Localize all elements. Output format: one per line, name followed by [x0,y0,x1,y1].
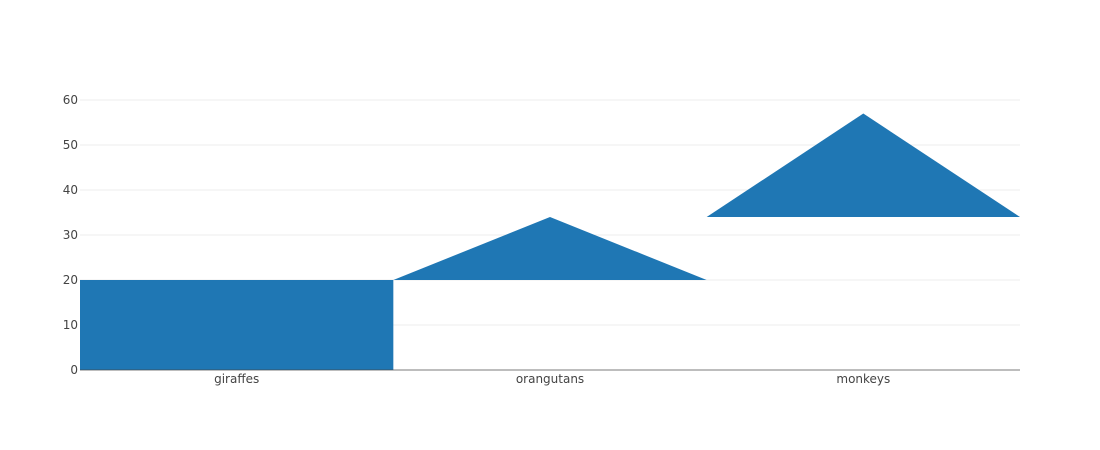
y-tick-label: 0 [70,363,78,377]
x-tick-labels: giraffes orangutans monkeys [214,372,890,386]
x-tick-label-monkeys: monkeys [836,372,890,386]
x-tick-label-orangutans: orangutans [516,372,584,386]
y-tick-label: 20 [63,273,78,287]
y-tick-label: 30 [63,228,78,242]
y-tick-label: 10 [63,318,78,332]
y-tick-labels: 0 10 20 30 40 50 60 [63,93,78,377]
x-tick-label-giraffes: giraffes [214,372,259,386]
chart-marks [80,113,1020,370]
waterfall-mark-orangutans[interactable] [393,217,707,280]
waterfall-mark-monkeys[interactable] [706,113,1020,218]
y-tick-label: 40 [63,183,78,197]
y-tick-label: 60 [63,93,78,107]
waterfall-mark-giraffes[interactable] [80,280,394,370]
y-tick-label: 50 [63,138,78,152]
